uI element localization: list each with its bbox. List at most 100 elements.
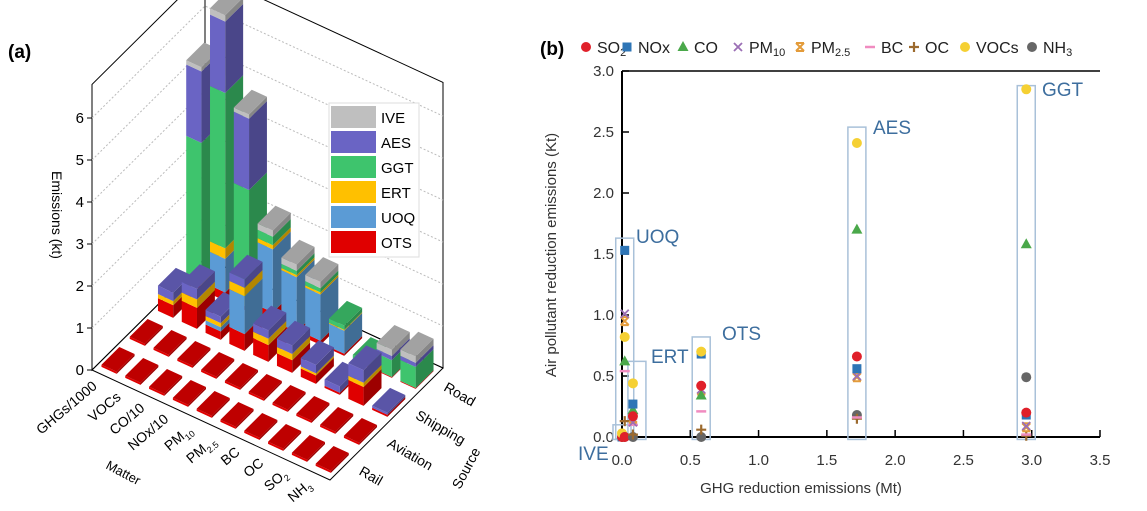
bar-segment-ert <box>300 366 316 376</box>
bar-segment-ots <box>196 408 212 418</box>
bar-segment-side <box>272 227 291 250</box>
bar-segment-side <box>315 347 334 374</box>
point-uoq-co <box>619 355 631 366</box>
legend-marker <box>733 42 743 52</box>
bar-segment-ots <box>172 397 189 407</box>
bar-segment-ert <box>305 285 321 295</box>
bar-segment-aes <box>253 323 269 339</box>
bar-segment-side <box>244 261 263 288</box>
bar-segment-side <box>211 398 230 418</box>
bar-segment-aes <box>233 111 250 191</box>
bar-segment-ots <box>272 402 288 412</box>
bar-segment-ots <box>101 364 117 374</box>
bar-segment-side <box>144 326 163 346</box>
point-aes-pm10 <box>852 371 862 381</box>
bar-segment-side <box>164 376 183 396</box>
legend-marker <box>1027 42 1037 52</box>
legend-label: PM2.5 <box>811 40 850 59</box>
bar-segment-side <box>344 312 363 331</box>
bar-segment-side <box>344 307 363 330</box>
bar-segment-ggt <box>305 281 321 293</box>
bar-top <box>305 257 339 282</box>
bar-segment-uoq <box>329 323 345 354</box>
bar-top <box>129 319 163 344</box>
bar-segment-side <box>415 370 434 389</box>
x-tick-label: 3.0 <box>1021 452 1042 469</box>
bar-segment-side <box>387 397 406 417</box>
bar-top <box>257 205 291 231</box>
legend-label-subscript: 10 <box>773 47 785 59</box>
bar-segment-ots <box>253 338 269 362</box>
bar-segment-side <box>415 349 434 389</box>
bar-segment-ots <box>224 380 241 390</box>
bar-stack <box>296 396 330 423</box>
point-ots-so2 <box>696 380 707 391</box>
bar-segment-side <box>225 0 244 22</box>
bar-top <box>296 396 330 421</box>
legend-label: CO <box>694 40 718 57</box>
bar-top <box>253 305 287 331</box>
bar-segment-ert <box>253 331 269 346</box>
y-tick-label: 3.0 <box>593 63 614 80</box>
matter-label-subscript: 2 <box>282 472 292 483</box>
bar-segment-side <box>320 270 339 293</box>
bar-segment-ots <box>291 452 308 462</box>
point-uoq-pm25 <box>620 316 630 327</box>
bar-segment-ots <box>157 298 174 318</box>
bar-segment-side <box>344 336 363 356</box>
legend-label-text: PM <box>749 40 773 57</box>
bar-segment-side <box>344 312 363 354</box>
bar-top <box>348 345 382 371</box>
point-ggt-so2 <box>1021 407 1032 418</box>
y-tick-label: 2.0 <box>593 185 614 202</box>
x-axis-label: GHG reduction emissions (Mt) <box>700 480 902 497</box>
group-label: ERT <box>651 347 689 368</box>
bar-segment-side <box>283 431 302 451</box>
legend-swatch <box>331 206 376 228</box>
bar-segment-aes <box>300 357 316 374</box>
legend-label: AES <box>381 135 411 152</box>
bar-top <box>276 320 311 346</box>
bar-segment-ots <box>248 391 264 401</box>
bar-segment-ert <box>157 294 174 306</box>
bar-stack <box>329 300 363 356</box>
bar-segment-ots <box>177 358 193 368</box>
bar-segment-side <box>307 442 325 462</box>
bar-segment-side <box>296 257 315 278</box>
bar-segment-side <box>259 420 278 440</box>
bar-segment-side <box>192 348 211 368</box>
bar-segment-ggt <box>400 360 416 389</box>
legend-label: VOCs <box>976 40 1019 57</box>
point-ots-co <box>695 389 707 400</box>
bar-segment-aes <box>229 272 245 288</box>
bar-segment-ots <box>315 463 331 473</box>
legend-label: GGT <box>381 160 414 177</box>
bar-stack <box>291 435 325 462</box>
legend-label-subscript: 2.5 <box>835 47 850 59</box>
bar-segment-ots <box>125 375 141 385</box>
bar-top <box>315 446 349 471</box>
legend-label: SO2 <box>597 40 626 59</box>
bar-stack <box>149 369 183 396</box>
bar-segment-aes <box>205 309 221 324</box>
point-uoq-oc <box>619 416 630 427</box>
bar-top <box>343 418 378 443</box>
legend-label: OC <box>925 40 949 57</box>
bar-stack <box>300 340 334 384</box>
bar-top <box>229 254 263 280</box>
bar-top <box>248 374 282 399</box>
group-label: AES <box>873 118 911 139</box>
legend-label: ERT <box>381 185 411 202</box>
y-axis-label: Air pollutant reduction emissions (Kt) <box>543 133 560 377</box>
bar-segment-uoq <box>229 289 245 335</box>
bar-top <box>372 387 406 413</box>
legend-label-text: OC <box>925 40 949 57</box>
legend-swatch <box>331 156 376 178</box>
legend-marker <box>960 42 970 52</box>
point-ggt-co <box>1020 238 1032 249</box>
bar-segment-ive <box>281 257 297 271</box>
x-tick-label: 1.0 <box>748 452 769 469</box>
bar-top <box>244 413 278 438</box>
y-tick-label: 1.0 <box>593 307 614 324</box>
y-tick-label: 0.0 <box>593 429 614 446</box>
